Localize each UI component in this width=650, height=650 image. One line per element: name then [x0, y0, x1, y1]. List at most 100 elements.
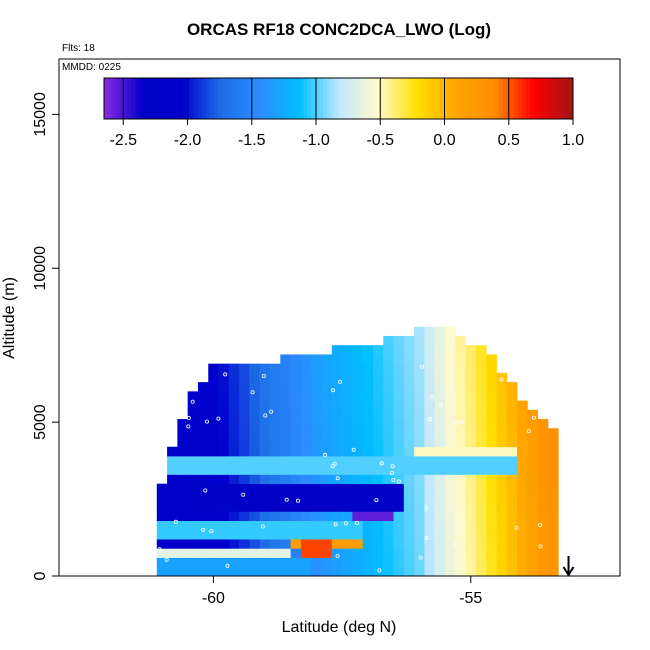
colorbar-segment — [502, 78, 508, 119]
heatmap-cell — [321, 437, 333, 448]
heatmap-cell — [280, 511, 291, 522]
heatmap-cell — [300, 511, 312, 522]
heatmap-cell — [197, 391, 209, 401]
heatmap-cell — [249, 492, 261, 503]
sample-point — [186, 424, 191, 429]
heatmap-cell — [280, 437, 291, 448]
heatmap-cell — [486, 446, 497, 457]
heatmap-cell — [290, 566, 302, 577]
heatmap-cell — [455, 455, 466, 466]
heatmap-cell — [537, 446, 549, 457]
colorbar-segment — [557, 78, 562, 119]
colorbar-segment — [416, 78, 422, 119]
sample-point — [295, 498, 300, 503]
heatmap-cell — [517, 465, 528, 475]
heatmap-cell — [228, 483, 240, 494]
heatmap-cell — [311, 455, 322, 466]
heatmap-cell — [527, 419, 539, 429]
heatmap-cell — [208, 548, 219, 558]
heatmap-cell — [455, 474, 466, 485]
sample-points — [157, 364, 543, 573]
heatmap-cell — [455, 428, 466, 438]
heatmap-cell — [311, 557, 322, 568]
heatmap-cell — [156, 529, 168, 540]
heatmap-cell — [393, 502, 405, 512]
heatmap-cell — [228, 372, 240, 383]
heatmap-cell — [434, 400, 446, 411]
heatmap-cell — [547, 455, 559, 466]
heatmap-cell — [177, 465, 189, 475]
heatmap-cell — [403, 400, 415, 411]
heatmap-cell — [249, 483, 261, 494]
sample-point — [531, 415, 536, 420]
heatmap-cell — [424, 520, 436, 531]
heatmap-cell — [208, 428, 219, 438]
heatmap-cell — [321, 465, 333, 475]
sample-point — [330, 388, 335, 393]
heatmap-cell — [197, 520, 209, 531]
heatmap-cell — [517, 455, 528, 466]
heatmap-cell — [352, 400, 364, 411]
colorbar-segment — [287, 78, 293, 119]
heatmap-cell — [290, 363, 302, 374]
heatmap-cell — [208, 455, 219, 466]
heatmap-cell — [455, 502, 466, 512]
heatmap-cell — [167, 483, 178, 494]
x-axis: -60 -55 — [202, 576, 482, 607]
heatmap-cell — [383, 483, 394, 494]
heatmap-cell — [496, 520, 508, 531]
colorbar-segment — [170, 78, 175, 119]
heatmap-cell — [475, 566, 487, 577]
heatmap-cell — [300, 354, 312, 365]
heatmap-cell — [218, 520, 230, 531]
heatmap-cell — [270, 529, 281, 540]
colorbar-segment — [447, 78, 453, 119]
heatmap-cell — [290, 548, 302, 558]
colorbar-segment — [123, 78, 128, 119]
heatmap-cell — [486, 566, 497, 577]
heatmap-cell — [239, 382, 250, 392]
sample-point — [335, 476, 340, 481]
heatmap-cell — [424, 474, 436, 485]
heatmap-cell — [475, 455, 487, 466]
heatmap-cell — [239, 566, 250, 577]
colorbar-segment — [440, 78, 445, 119]
heatmap-cell — [239, 492, 250, 503]
heatmap-cell — [383, 391, 394, 401]
heatmap-cell — [486, 363, 497, 374]
heatmap-cell — [239, 419, 250, 429]
heatmap-cell — [506, 548, 518, 558]
colorbar-segment — [303, 78, 308, 119]
heatmap-cell — [321, 455, 333, 466]
heatmap-cell — [259, 437, 271, 448]
heatmap-cell — [393, 465, 405, 475]
heatmap-cell — [167, 446, 178, 457]
heatmap-cell — [517, 400, 528, 411]
heatmap-cell — [342, 419, 353, 429]
colorbar-segment — [264, 78, 269, 119]
heatmap-cell — [393, 446, 405, 457]
heatmap-cell — [208, 520, 219, 531]
heatmap-cell — [465, 474, 477, 485]
heatmap-cell — [527, 492, 539, 503]
heatmap-cell — [434, 419, 446, 429]
heatmap-cell — [393, 529, 405, 540]
heatmap-cell — [321, 483, 333, 494]
heatmap-cell — [547, 446, 559, 457]
heatmap-cell — [383, 511, 394, 522]
heatmap-cell — [342, 372, 353, 383]
heatmap-cell — [496, 455, 508, 466]
heatmap-cell — [372, 502, 384, 512]
heatmap-cell — [475, 419, 487, 429]
heatmap-cell — [331, 492, 343, 503]
colorbar-tick-label: 0.5 — [498, 132, 520, 149]
colorbar-tick-label: 0.0 — [433, 132, 455, 149]
heatmap-cell — [249, 548, 261, 558]
heatmap-cell — [342, 529, 353, 540]
colorbar-segment — [404, 78, 410, 119]
heatmap-cell — [311, 465, 322, 475]
heatmap-cell — [290, 419, 302, 429]
sample-point — [186, 415, 191, 420]
heatmap-cell — [455, 539, 466, 549]
heatmap-cell — [342, 437, 353, 448]
